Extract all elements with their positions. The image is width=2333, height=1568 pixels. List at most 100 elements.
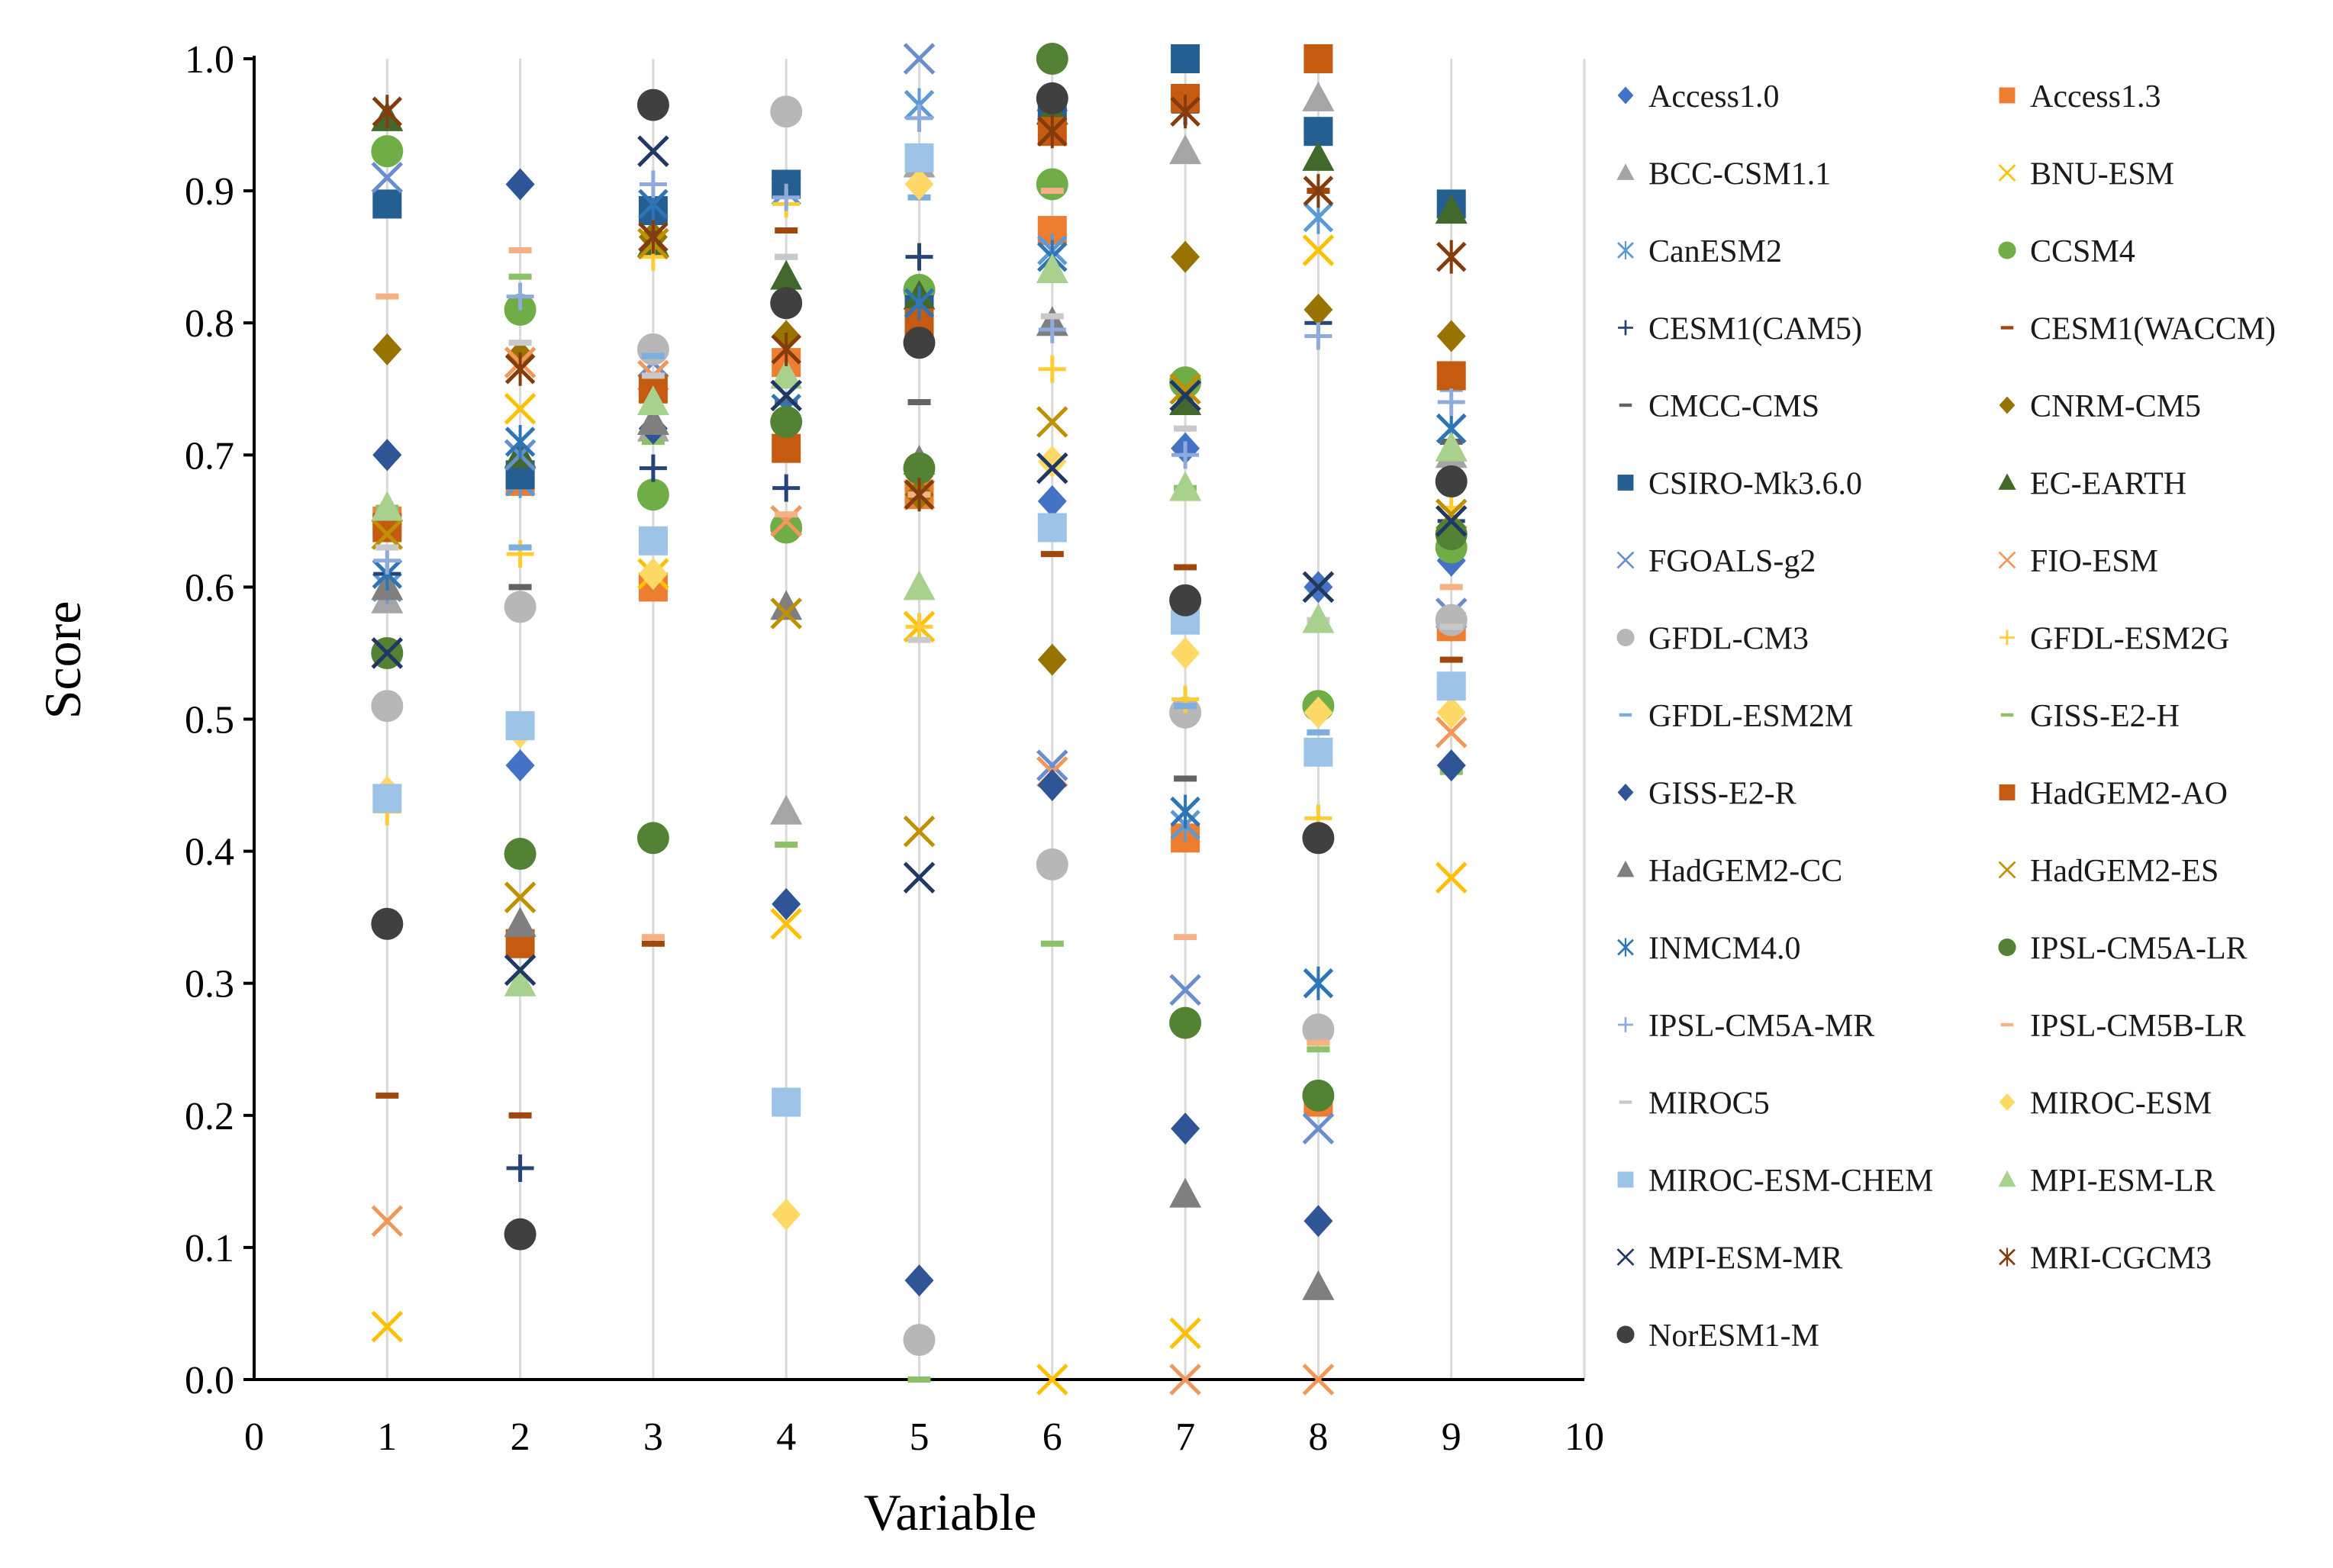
data-point [775,511,798,518]
legend-label: FIO-ESM [2030,544,2158,579]
legend-marker [1998,861,2016,879]
data-point [903,815,936,848]
data-point [375,1092,399,1099]
data-point [504,838,537,871]
x-tick-label: 6 [1042,1415,1062,1459]
legend-item: FGOALS-g2 [1616,544,1816,579]
data-point [1435,194,1468,224]
y-tick-label: 0.2 [185,1095,234,1138]
data-point [1040,188,1064,195]
legend-item: MIROC-ESM-CHEM [1617,1164,1933,1199]
data-point [371,1205,404,1238]
data-point [904,143,934,172]
legend-marker [1619,713,1632,717]
data-point [636,89,669,121]
data-point [770,597,802,629]
legend-label: HadGEM2-ES [2030,854,2219,889]
legend-item: CCSM4 [1998,234,2135,269]
data-point [771,332,801,366]
data-point [636,822,669,855]
legend-label: BCC-CSM1.1 [1648,157,1831,192]
data-point [506,282,534,311]
legend-item: GFDL-ESM2M [1619,699,1853,734]
data-point [373,546,401,575]
legend-label: IPSL-CM5B-LR [2030,1009,2245,1044]
legend-marker [1998,1170,2016,1187]
data-points [371,43,1468,1396]
data-point [1174,564,1197,571]
legend-item: CESM1(WACCM) [2000,312,2276,347]
x-tick-label: 10 [1564,1415,1604,1459]
x-tick-label: 3 [643,1415,663,1459]
legend-item: MRI-CGCM3 [1999,1241,2212,1277]
data-point [639,454,667,482]
tick-labels: 0.0 0.1 0.2 0.3 0.4 0.5 0.6 0.7 0.8 0.9 1.0 0 1 2 3 4 5 6… [185,38,1604,1459]
legend-label: CSIRO-Mk3.6.0 [1648,467,1862,502]
data-point [508,246,532,253]
data-point [1036,1364,1068,1396]
y-tick-label: 1.0 [185,38,234,82]
legend-marker [1617,86,1634,105]
data-point [907,1376,931,1383]
data-point [772,433,801,463]
x-tick-label: 1 [377,1415,397,1459]
data-point [1038,315,1066,343]
data-point [1302,603,1335,633]
data-point [1307,1039,1330,1046]
data-point [508,544,532,551]
legend-marker [2000,326,2014,330]
data-point [1171,441,1200,469]
legend-item: HadGEM2-CC [1616,854,1842,889]
legend-label: MRI-CGCM3 [2030,1241,2212,1277]
data-point [504,591,537,623]
legend-label: MIROC-ESM-CHEM [1648,1164,1933,1199]
data-point [1435,861,1468,893]
legend-marker [1617,1171,1634,1188]
legend-item: NorESM1-M [1616,1318,1819,1354]
data-point [1436,696,1466,729]
legend-marker [1616,1248,1635,1266]
data-point [1036,43,1068,75]
data-point [770,259,803,290]
legend-marker [1616,551,1635,569]
data-point [1303,44,1333,73]
legend-marker [1617,475,1634,491]
data-point [770,908,802,940]
data-point [770,287,803,320]
data-point [904,168,934,201]
y-tick-label: 0.9 [185,170,234,214]
legend-item: CMCC-CMS [1619,389,1819,424]
legend-label: IPSL-CM5A-LR [2030,932,2248,967]
legend-marker [1619,403,1632,407]
legend-marker [1998,938,2016,957]
data-point [1169,379,1201,412]
data-point [371,518,404,550]
data-point [371,491,404,521]
legend-marker [2000,713,2014,717]
data-point [1435,518,1468,551]
data-point [1435,716,1468,749]
legend-item: CanESM2 [1617,234,1782,269]
legend-label: CMCC-CMS [1648,389,1819,424]
legend-label: CCSM4 [2030,234,2135,269]
legend-item: BCC-CSM1.1 [1616,157,1831,192]
legend-label: GFDL-ESM2M [1648,699,1853,734]
data-point [1302,1270,1335,1300]
data-point [905,104,933,132]
data-point [903,570,936,600]
data-point [905,243,933,271]
data-point [508,1112,532,1119]
data-point [372,189,402,219]
data-point [772,1087,801,1117]
data-point [505,168,535,201]
data-point [903,327,936,359]
data-point [772,1198,801,1231]
data-point [504,966,537,997]
data-point [1169,1006,1202,1039]
legend-item: HadGEM2-ES [1998,854,2219,889]
data-point [770,406,803,439]
legend-item: EC-EARTH [1998,467,2186,502]
data-point [1435,604,1468,636]
legend-item: INMCM4.0 [1617,932,1801,967]
data-point [372,95,403,129]
